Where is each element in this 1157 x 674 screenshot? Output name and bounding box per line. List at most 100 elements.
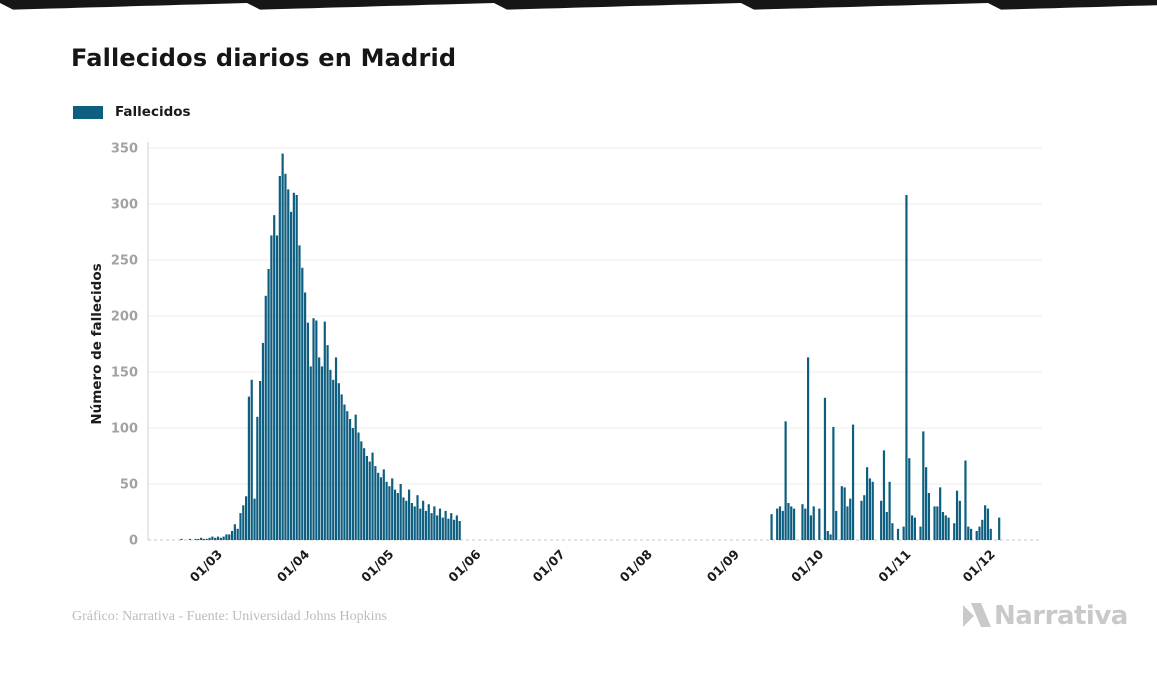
bar[interactable] — [261, 342, 265, 540]
bar[interactable] — [343, 404, 346, 541]
bar[interactable] — [253, 498, 256, 540]
bar[interactable] — [309, 366, 312, 540]
bar[interactable] — [818, 508, 821, 540]
bar[interactable] — [941, 512, 945, 540]
bar[interactable] — [863, 495, 866, 540]
bar[interactable] — [989, 528, 992, 540]
bar[interactable] — [770, 514, 773, 540]
bar[interactable] — [452, 519, 456, 540]
bar[interactable] — [289, 211, 293, 541]
bar[interactable] — [784, 421, 787, 540]
bar[interactable] — [365, 456, 369, 540]
bar[interactable] — [391, 478, 394, 540]
bar[interactable] — [424, 510, 428, 540]
bar[interactable] — [323, 321, 326, 540]
bar[interactable] — [441, 517, 444, 540]
bar[interactable] — [835, 510, 838, 540]
bar[interactable] — [410, 503, 413, 540]
bar[interactable] — [908, 458, 911, 540]
bar[interactable] — [371, 452, 374, 540]
bar[interactable] — [998, 517, 1001, 540]
bar[interactable] — [225, 534, 228, 540]
bar[interactable] — [925, 467, 928, 540]
bar[interactable] — [922, 431, 925, 540]
bar[interactable] — [447, 518, 450, 540]
bar[interactable] — [197, 538, 200, 540]
bar[interactable] — [222, 536, 225, 540]
bar[interactable] — [860, 500, 863, 540]
bar[interactable] — [975, 531, 978, 540]
bar[interactable] — [851, 424, 855, 540]
bar[interactable] — [320, 366, 324, 540]
bar[interactable] — [402, 497, 405, 540]
bar[interactable] — [986, 508, 990, 540]
bar[interactable] — [969, 528, 973, 540]
bar[interactable] — [270, 235, 273, 540]
bar[interactable] — [790, 506, 793, 540]
bar[interactable] — [382, 469, 385, 540]
bar[interactable] — [888, 481, 891, 540]
bar[interactable] — [978, 526, 981, 540]
bar[interactable] — [436, 515, 439, 540]
bar[interactable] — [205, 538, 208, 540]
bar[interactable] — [211, 536, 214, 540]
bar[interactable] — [340, 394, 343, 540]
bar[interactable] — [267, 269, 270, 540]
bar[interactable] — [399, 484, 402, 540]
bar[interactable] — [450, 513, 453, 540]
bar[interactable] — [953, 523, 956, 540]
bar[interactable] — [891, 523, 894, 540]
bar[interactable] — [194, 538, 197, 540]
bar[interactable] — [984, 505, 987, 540]
bar[interactable] — [275, 235, 279, 540]
bar[interactable] — [455, 515, 458, 540]
bar[interactable] — [200, 537, 203, 540]
bar[interactable] — [413, 506, 416, 540]
bar[interactable] — [422, 500, 425, 540]
bar[interactable] — [385, 481, 388, 540]
bar[interactable] — [933, 506, 936, 540]
bar[interactable] — [958, 500, 961, 540]
bar[interactable] — [433, 506, 436, 540]
bar[interactable] — [377, 472, 380, 540]
bar[interactable] — [306, 322, 310, 540]
bar[interactable] — [188, 538, 191, 540]
bar[interactable] — [354, 414, 357, 540]
bar[interactable] — [287, 189, 290, 540]
bar[interactable] — [882, 450, 886, 540]
bar[interactable] — [363, 448, 366, 540]
bar[interactable] — [337, 383, 340, 540]
bar[interactable] — [967, 526, 970, 540]
bar[interactable] — [910, 515, 914, 540]
bar[interactable] — [379, 477, 383, 540]
bar[interactable] — [368, 461, 371, 540]
bar[interactable] — [792, 508, 796, 540]
bar[interactable] — [407, 489, 411, 540]
bar[interactable] — [804, 508, 807, 540]
bar[interactable] — [812, 506, 815, 540]
bar[interactable] — [273, 215, 276, 540]
bar[interactable] — [298, 245, 301, 540]
bar[interactable] — [329, 369, 332, 540]
bar[interactable] — [458, 521, 461, 540]
bar[interactable] — [964, 460, 967, 541]
bar[interactable] — [832, 426, 835, 540]
bar[interactable] — [351, 428, 354, 540]
bar[interactable] — [913, 517, 916, 540]
bar[interactable] — [256, 416, 259, 540]
bar[interactable] — [419, 508, 422, 540]
bar[interactable] — [318, 357, 321, 540]
bar[interactable] — [281, 153, 284, 540]
bar[interactable] — [284, 173, 287, 541]
bar[interactable] — [936, 506, 939, 540]
bar[interactable] — [776, 508, 779, 540]
bar[interactable] — [807, 357, 810, 540]
bar[interactable] — [840, 486, 843, 540]
bar[interactable] — [896, 528, 900, 540]
bar[interactable] — [416, 495, 419, 540]
bar[interactable] — [866, 467, 869, 540]
bar[interactable] — [346, 411, 349, 540]
bar[interactable] — [829, 534, 832, 540]
bar[interactable] — [868, 478, 872, 540]
bar[interactable] — [955, 490, 959, 540]
